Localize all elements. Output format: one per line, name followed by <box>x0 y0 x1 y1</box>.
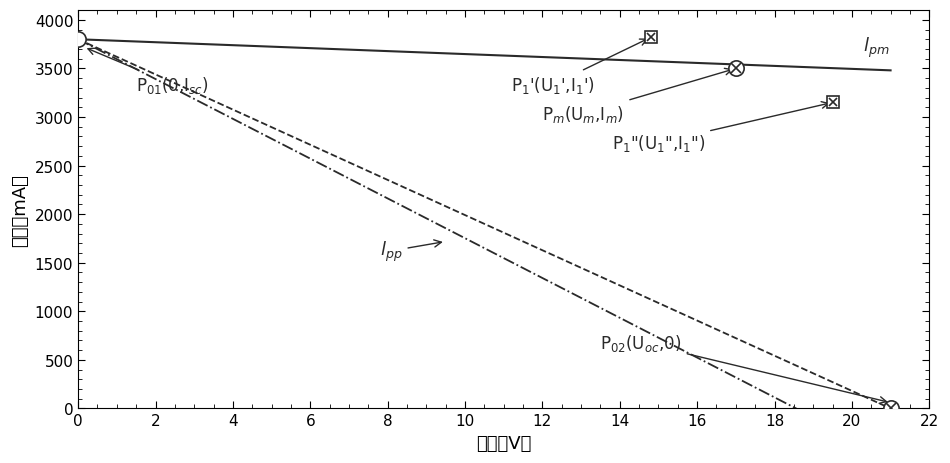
Text: P$_m$(U$_m$,I$_m$): P$_m$(U$_m$,I$_m$) <box>542 69 732 125</box>
Text: P$_{01}$(0,I$_{sc}$): P$_{01}$(0,I$_{sc}$) <box>88 49 209 95</box>
Text: P$_{02}$(U$_{oc}$,0): P$_{02}$(U$_{oc}$,0) <box>600 332 886 403</box>
Text: $l$$_{pm}$: $l$$_{pm}$ <box>864 36 890 60</box>
Y-axis label: 电流（mA）: 电流（mA） <box>11 174 29 246</box>
Text: $l$$_{pp}$: $l$$_{pp}$ <box>380 239 442 263</box>
Text: P$_1$"(U$_1$",I$_1$"): P$_1$"(U$_1$",I$_1$") <box>612 102 828 154</box>
X-axis label: 电压（V）: 电压（V） <box>476 434 531 452</box>
Text: P$_1$'(U$_1$',I$_1$'): P$_1$'(U$_1$',I$_1$') <box>511 40 647 95</box>
